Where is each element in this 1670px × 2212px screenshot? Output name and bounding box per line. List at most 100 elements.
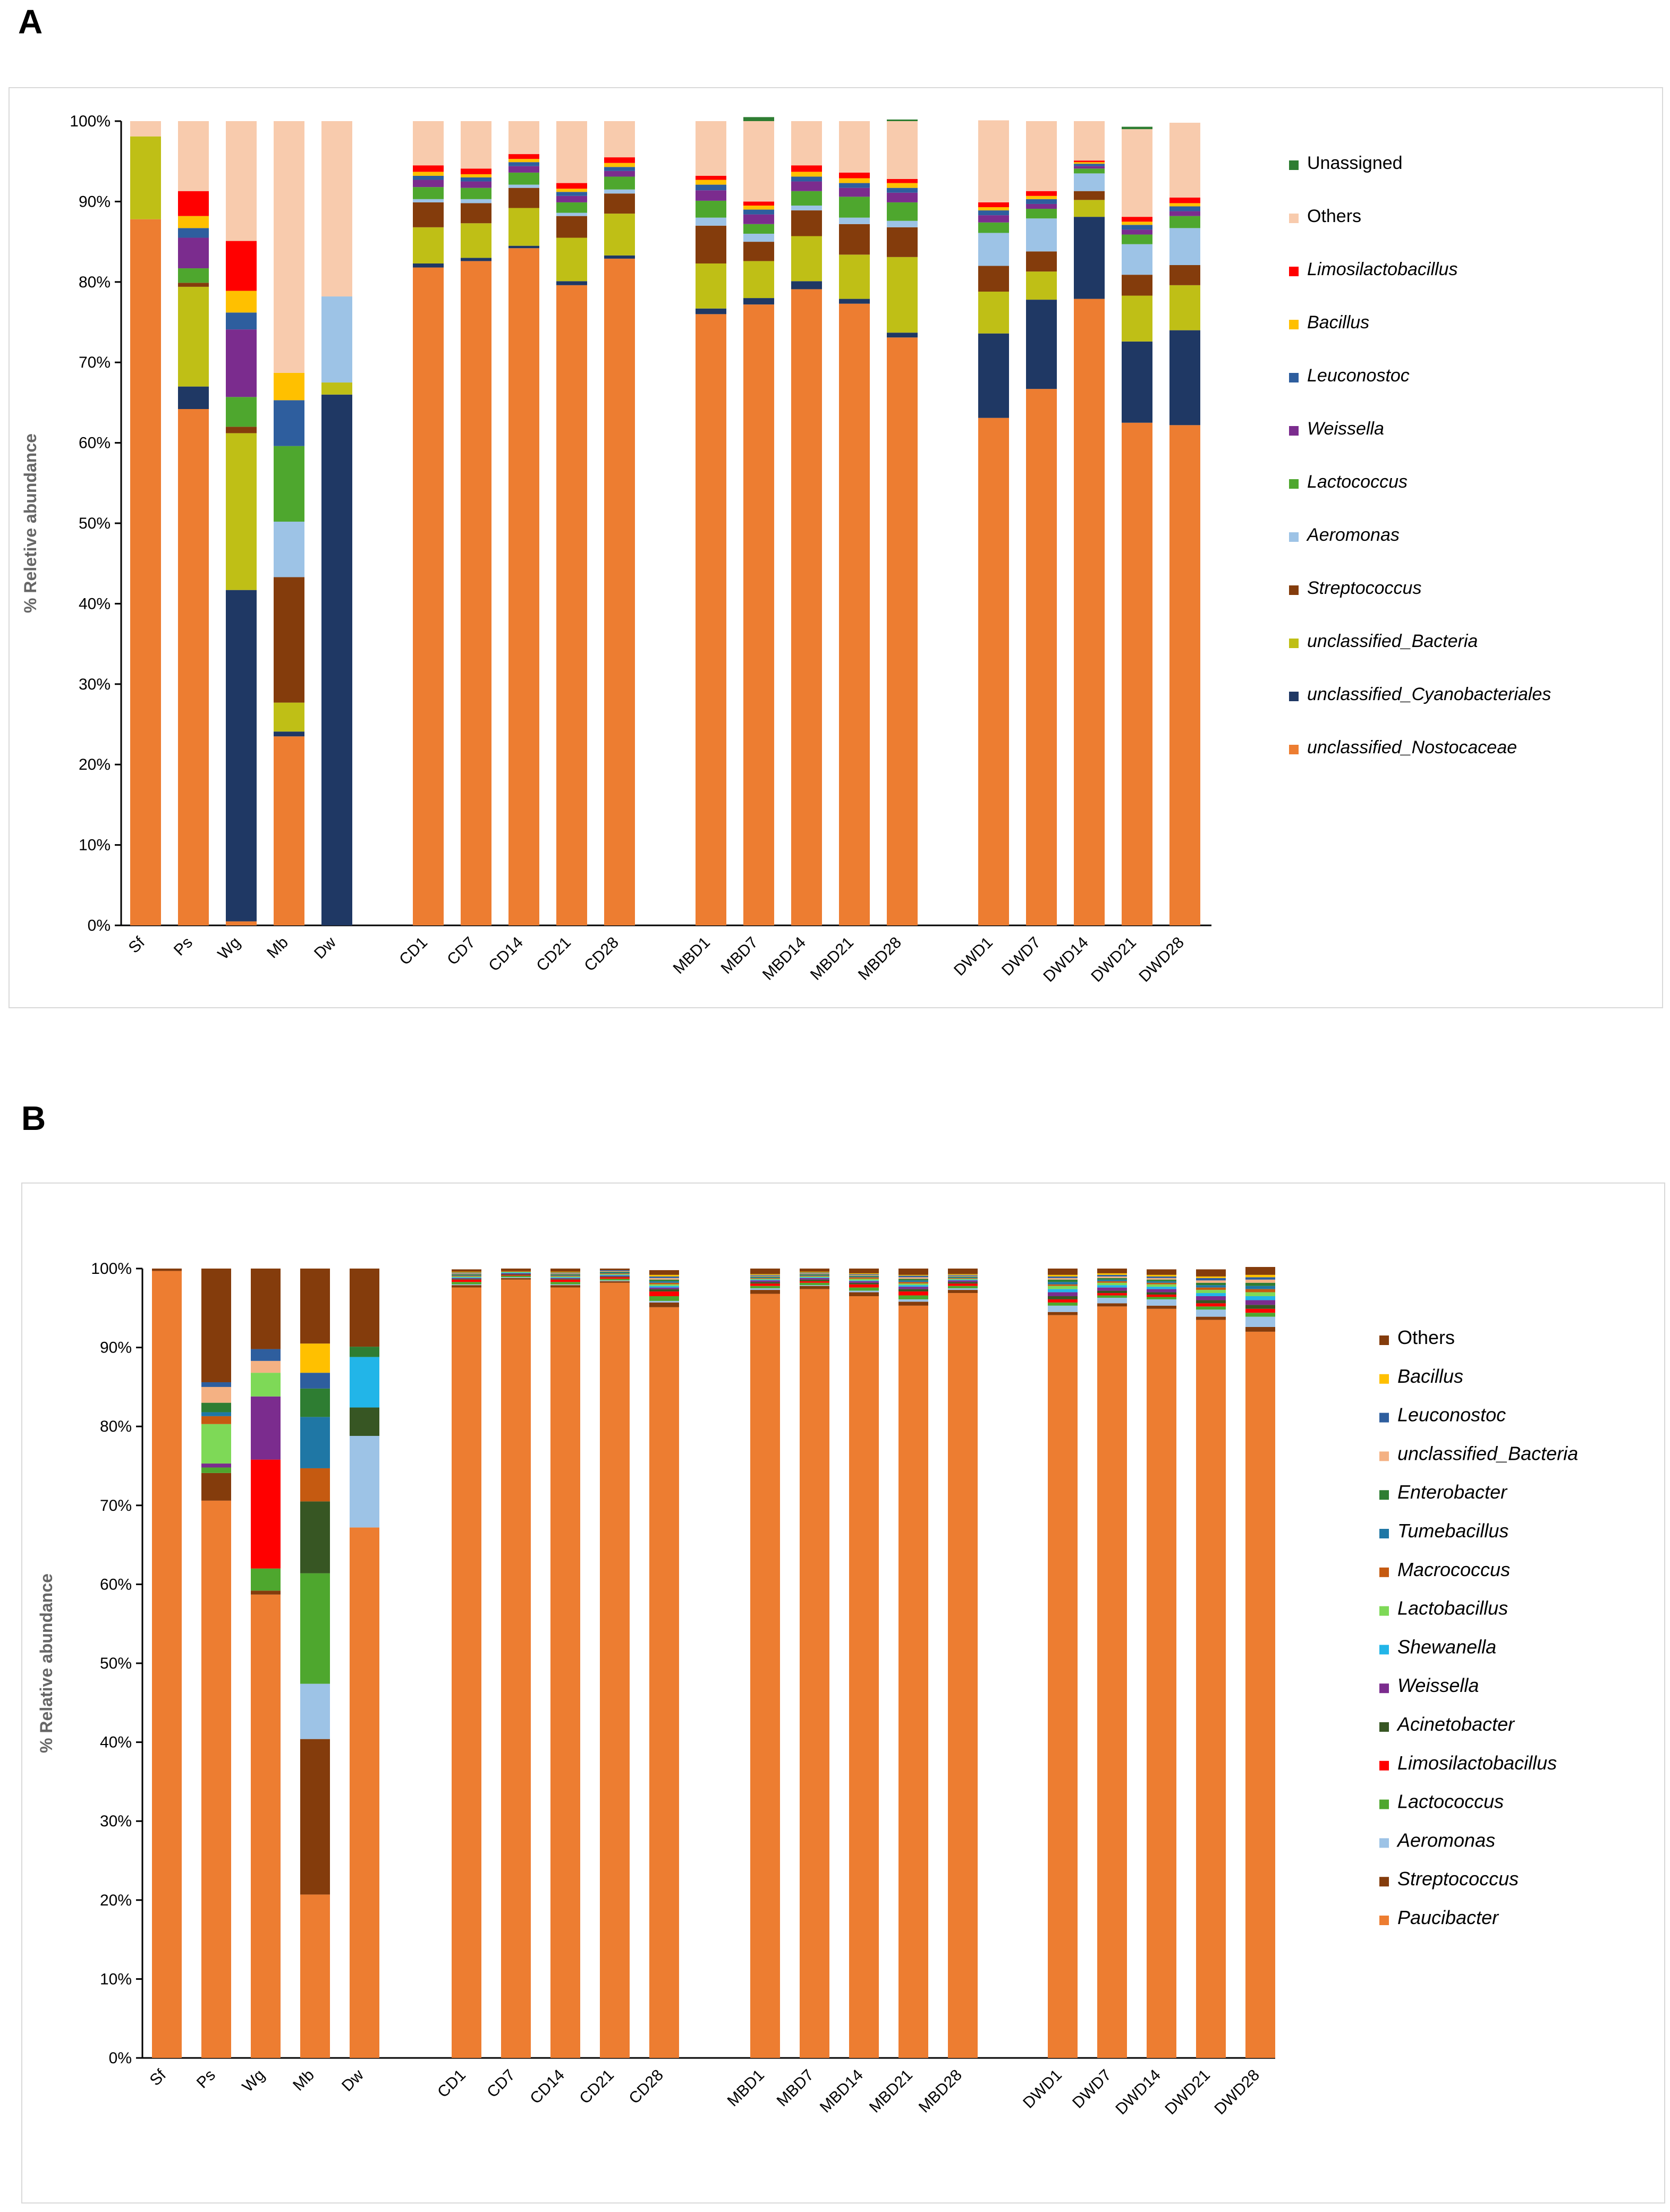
x-tick-label: DWD21 — [1162, 2066, 1214, 2119]
bar-segment-cd1-weissella — [452, 1278, 481, 1279]
bar-segment-wg-paucibacter — [251, 1594, 281, 2058]
legend-label-bacillus: Bacillus — [1307, 312, 1369, 333]
bar-segment-cd28-shewanella — [649, 1286, 679, 1288]
legend-swatch-unclassified-bacteria — [1379, 1451, 1389, 1461]
bar-segment-dw-others — [321, 121, 352, 297]
bar-segment-mbd14-macrococcus — [849, 1277, 879, 1279]
bar-segment-sf-paucibacter — [152, 1271, 182, 2058]
y-tick-label: 60% — [79, 435, 111, 452]
bar-segment-cd1-unclassified-bacteria — [452, 1273, 481, 1274]
bar-segment-dwd28-paucibacter — [1245, 1331, 1275, 2058]
bar-segment-cd14-macrococcus — [550, 1275, 580, 1277]
bar-segment-mbd21-others — [839, 121, 870, 173]
bar-segment-mbd14-leuconostoc — [791, 176, 822, 182]
bar-segment-cd7-others — [501, 1269, 531, 1271]
bar-segment-dwd28-others — [1245, 1267, 1275, 1275]
bar-segment-cd7-leuconostoc — [461, 177, 491, 182]
bar-segment-mbd28-leuconostoc — [887, 188, 918, 193]
bar-segment-wg-bacillus — [226, 291, 257, 313]
bar-segment-cd28-unclassified-nostocaceae — [604, 258, 635, 925]
bar-segment-cd7-weissella — [461, 181, 491, 188]
bar-segment-dwd28-weissella — [1169, 211, 1200, 216]
legend-label-unassigned: Unassigned — [1307, 153, 1403, 173]
bar-segment-dwd21-unclassified-cyanobacteriales — [1122, 341, 1152, 423]
bar-segment-cd7-others — [461, 121, 491, 169]
bar-segment-mbd21-limosilactobacillus — [898, 1291, 928, 1296]
bar-mbd7 — [800, 1269, 829, 2058]
bar-segment-cd7-unclassified-cyanobacteriales — [461, 258, 491, 261]
bar-segment-cd28-aeromonas — [604, 189, 635, 194]
chart-b: 0% 10% 20% 30% 40% 50% 60% 70% 80% 90% 100% % Relat… — [37, 1260, 1578, 2119]
bar-segment-dwd14-lactococcus — [1147, 1297, 1176, 1299]
x-tick-label: DWD14 — [1040, 934, 1092, 986]
x-tick-label: Dw — [338, 2066, 367, 2095]
bar-segment-mb-lactococcus — [274, 446, 304, 522]
bar-segment-ps-tumebacillus — [201, 1412, 231, 1416]
x-tick-label: MBD21 — [807, 934, 857, 984]
bar-segment-mbd7-others — [743, 121, 774, 202]
legend-label-aeromonas: Aeromonas — [1306, 525, 1400, 545]
legend-label-lactobacillus: Lactobacillus — [1397, 1597, 1508, 1619]
bar-segment-mbd14-shewanella — [849, 1280, 879, 1281]
x-tick-label: MBD1 — [724, 2066, 768, 2110]
bar-segment-mbd21-aeromonas — [839, 217, 870, 224]
bar-segment-mbd1-lactococcus — [750, 1286, 780, 1289]
x-tick-label: MBD14 — [817, 2066, 867, 2116]
bar-segment-dwd21-limosilactobacillus — [1122, 217, 1152, 222]
bar-segment-mbd14-weissella — [849, 1281, 879, 1283]
bar-ps — [201, 1269, 231, 2058]
bar-segment-cd21-limosilactobacillus — [556, 183, 587, 189]
bar-segment-dwd14-paucibacter — [1147, 1308, 1176, 2058]
bar-segment-mbd28-unclassified-nostocaceae — [887, 337, 918, 925]
bar-segment-mbd1-aeromonas — [696, 217, 726, 226]
bar-segment-mbd21-shewanella — [898, 1285, 928, 1287]
bar-segment-dwd1-unclassified-cyanobacteriales — [978, 333, 1009, 418]
bar-segment-cd21-unclassified-bacteria — [556, 237, 587, 282]
bar-segment-ps-paucibacter — [201, 1500, 231, 2058]
bar-segment-cd7-aeromonas — [461, 199, 491, 203]
bar-segment-cd1-lactococcus — [452, 1282, 481, 1284]
bar-segment-dwd1-enterobacter — [1048, 1279, 1078, 1282]
bar-segment-dwd1-lactococcus — [1048, 1302, 1078, 1306]
bar-segment-dwd7-tumebacillus — [1097, 1279, 1127, 1281]
bar-segment-dwd1-unclassified-nostocaceae — [978, 418, 1009, 925]
bar-segment-mb-macrococcus — [300, 1468, 330, 1502]
bar-segment-ps-unclassified-nostocaceae — [178, 409, 209, 925]
bar-dw — [350, 1269, 379, 2058]
bar-segment-cd14-leuconostoc — [508, 162, 539, 166]
x-tick-label: CD21 — [576, 2066, 617, 2108]
bar-segment-dwd1-others — [1048, 1269, 1078, 1275]
bar-dwd21 — [1122, 126, 1152, 925]
bar-segment-mbd1-unclassified-cyanobacteriales — [696, 308, 726, 314]
bar-segment-dwd7-lactobacillus — [1097, 1282, 1127, 1286]
bar-segment-dwd21-enterobacter — [1196, 1282, 1226, 1286]
x-tick-label: Mb — [290, 2066, 318, 2095]
bar-segment-mbd7-weissella — [800, 1278, 829, 1280]
bar-segment-dwd28-acinetobacter — [1245, 1305, 1275, 1309]
bar-segment-mbd1-unclassified-bacteria — [750, 1275, 780, 1277]
bar-segment-mbd28-limosilactobacillus — [948, 1283, 978, 1286]
bar-segment-dwd28-streptococcus — [1245, 1326, 1275, 1332]
bar-segment-dwd7-unclassified-nostocaceae — [1026, 389, 1057, 925]
bar-segment-mbd28-bacillus — [887, 183, 918, 188]
bar-dwd14 — [1147, 1269, 1176, 2058]
bar-segment-cd21-aeromonas — [556, 212, 587, 216]
x-tick-label: DWD1 — [951, 934, 996, 980]
bar-segment-mb-unclassified-bacteria — [274, 702, 304, 732]
bar-segment-mbd1-limosilactobacillus — [750, 1283, 780, 1286]
bar-segment-dwd14-leuconostoc — [1147, 1276, 1176, 1278]
bar-segment-mbd21-lactococcus — [898, 1295, 928, 1299]
x-tick-label: Sf — [147, 2066, 170, 2089]
bar-segment-cd28-aeromonas — [649, 1300, 679, 1303]
bar-segment-mbd7-limosilactobacillus — [800, 1281, 829, 1283]
bar-segment-cd1-limosilactobacillus — [413, 165, 444, 172]
bar-segment-cd14-leuconostoc — [550, 1272, 580, 1273]
bar-segment-dwd7-weissella — [1026, 203, 1057, 209]
bar-segment-dwd21-aeromonas — [1196, 1309, 1226, 1317]
legend-swatch-macrococcus — [1379, 1567, 1389, 1577]
legend-swatch-aeromonas — [1289, 532, 1299, 542]
bar-cd21 — [600, 1269, 630, 2058]
bar-segment-dwd14-streptococcus — [1147, 1305, 1176, 1309]
bar-segment-ps-enterobacter — [201, 1402, 231, 1413]
bar-segment-mbd21-aeromonas — [898, 1299, 928, 1302]
